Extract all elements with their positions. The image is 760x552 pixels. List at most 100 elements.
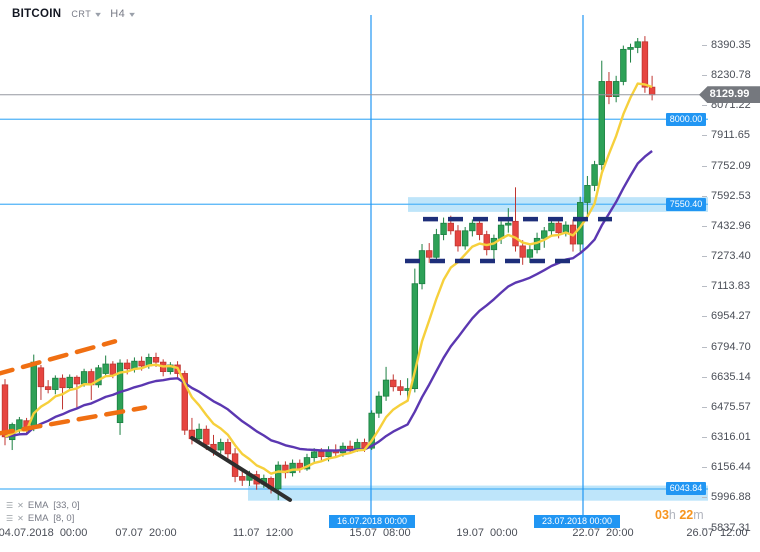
candle-body [418,250,426,285]
price-tick-mark [702,195,707,197]
candle-body [382,379,390,397]
price-axis-label[interactable]: 6475.57 [711,400,751,413]
price-tick-mark [702,346,707,348]
price-tick-mark [702,225,707,227]
price-axis-label[interactable]: 7911.65 [711,129,750,142]
price-tick-mark [702,135,707,137]
chart-type-label: CRT [71,9,92,19]
candle-body [44,386,52,390]
price-axis-label[interactable]: 7113.83 [711,280,750,293]
candle-body [102,363,109,374]
candle-body [354,442,361,450]
candle-body [605,81,613,97]
candle-body [476,222,483,235]
price-axis-label[interactable]: 7592.53 [711,189,751,202]
candle-body [483,234,490,251]
candle-body [303,457,311,470]
chart-type-selector[interactable]: CRT ▾ [71,9,102,19]
channel-trendline[interactable] [0,405,148,436]
price-axis-label[interactable]: 5837.31 [711,521,751,534]
current-price-tag: 8129.99 [699,86,760,104]
candle-body [95,367,102,386]
indicator-remove-icon[interactable]: ✕ [17,513,24,523]
time-marker-tag: 16.07.2018 00:00 [329,515,415,528]
candle-body [598,81,605,166]
price-tick-mark [702,45,707,46]
price-axis-label[interactable]: 6635.14 [711,370,751,383]
candle-body [37,367,45,388]
candle-body [310,451,318,458]
price-tick-mark [702,406,707,408]
time-axis-label[interactable]: 04.07.2018 00:00 [0,527,88,539]
candle-body [195,428,203,440]
candle-body [526,249,534,258]
candle-body [152,357,160,363]
price-tick-mark [702,75,707,77]
ema-8-line [4,82,653,475]
candle-body [512,220,519,247]
timeframe-selector[interactable]: H4 ▾ [110,8,135,20]
indicator-settings-icon[interactable]: ☰ [6,500,14,510]
price-axis-label[interactable]: 5996.88 [711,491,751,504]
candle-body [59,377,66,389]
price-tick-mark [702,256,707,258]
candle-body [641,41,649,88]
candle-body [368,412,375,449]
candle-body [73,376,81,385]
candle-body [454,230,462,247]
candle-body [346,445,354,450]
chevron-down-icon: ▾ [95,9,102,19]
price-tick-mark [702,286,707,288]
price-axis-label[interactable]: 6316.01 [711,431,751,444]
candle-body [497,224,505,239]
candle-body [440,222,447,235]
candle-body [80,371,88,385]
ema-33-line [4,150,653,452]
symbol-title: BITCOIN [12,8,62,20]
time-axis-label[interactable]: 22.07 20:00 [572,527,634,539]
candle-body [289,462,296,474]
candle-body [505,222,512,226]
price-tick-mark [702,376,707,378]
price-axis-label[interactable]: 7752.09 [711,159,751,172]
price-level-tag: 8000.00 [666,112,706,126]
chart-header: BITCOIN CRT ▾ H4 ▾ [12,8,135,20]
candle-body [433,234,440,258]
price-tick-mark [702,467,707,469]
candle-body [124,362,131,370]
price-tick-mark [702,316,707,318]
candle-body [548,222,555,232]
price-axis-label[interactable]: 8230.78 [711,69,751,82]
time-axis-label[interactable]: 15.07 08:00 [349,527,411,539]
price-axis-label[interactable]: 6794.70 [711,340,751,353]
indicator-settings-icon[interactable]: ☰ [6,513,14,523]
candle-body [648,86,656,96]
candle-body [318,451,325,458]
indicator-label: EMA [8, 0] [27,513,75,524]
candle-body [375,395,383,414]
candle-body [217,442,224,451]
time-marker-tag: 23.07.2018 00:00 [534,515,620,528]
candle-body [519,245,526,258]
candle-body [555,222,562,234]
time-axis-label[interactable]: 07.07 20:00 [115,527,177,539]
candle-body [591,164,598,186]
price-axis-label[interactable]: 7432.96 [711,219,751,232]
candle-body [16,419,23,431]
candle-body [1,384,9,438]
price-axis-label[interactable]: 6954.27 [711,310,751,323]
price-axis-label[interactable]: 6156.44 [711,461,751,474]
time-axis-label[interactable]: 26.07 12:00 [686,527,748,539]
price-tick-mark [702,105,707,107]
channel-trendline[interactable] [0,339,118,376]
down-trendline[interactable] [190,435,292,502]
price-axis-label[interactable]: 8390.35 [711,39,751,51]
indicator-remove-icon[interactable]: ✕ [17,500,24,510]
time-axis-label[interactable]: 11.07 12:00 [232,527,294,539]
candle-body [52,377,59,390]
candle-body [275,464,282,490]
time-axis-label[interactable]: 19.07 00:00 [456,527,518,539]
price-axis-label[interactable]: 7273.40 [711,250,751,263]
